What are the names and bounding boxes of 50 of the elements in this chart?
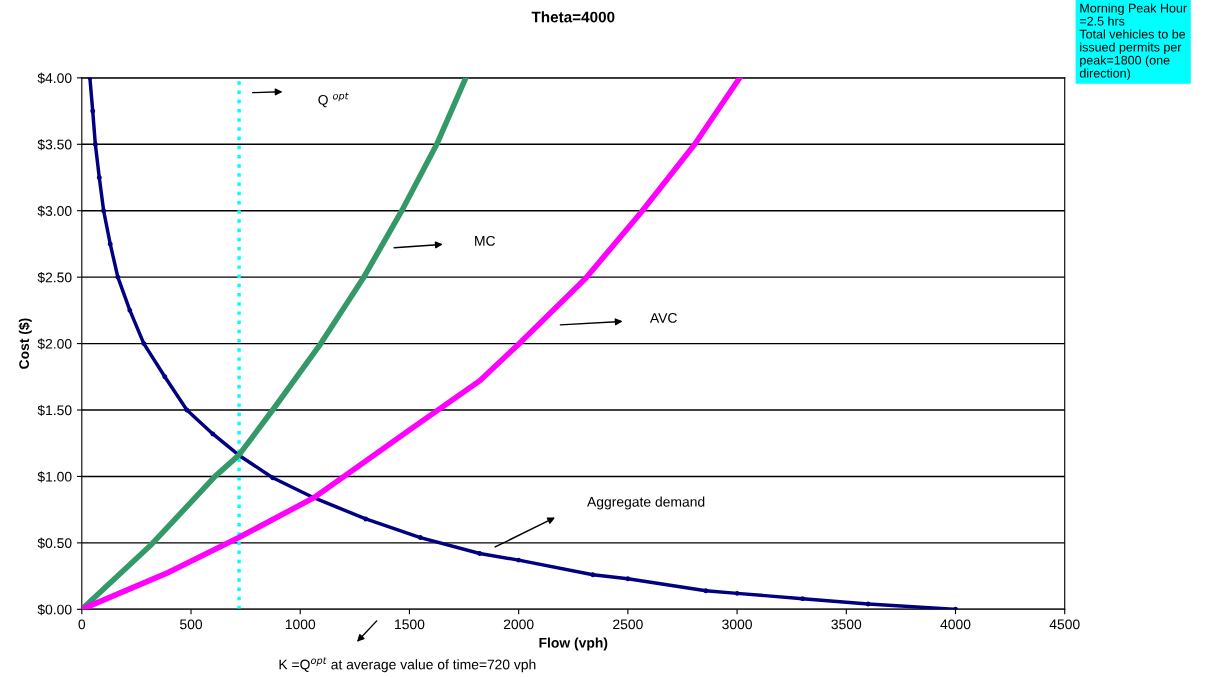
point [417, 535, 423, 540]
point [162, 374, 168, 380]
x-tick-label: 3000 [722, 619, 752, 630]
point [800, 596, 806, 602]
y-tick-label: $3.50 [37, 139, 72, 151]
point [90, 108, 96, 114]
y-axis-title: Cost ($) [18, 318, 32, 369]
point [270, 475, 276, 481]
y-tick-label: $2.50 [37, 271, 72, 284]
x-tick-label: 2000 [503, 619, 534, 630]
x-tick-label: 0 [78, 619, 86, 630]
point [477, 551, 483, 556]
point [115, 274, 121, 280]
y-tick-label: $4.00 [37, 72, 72, 84]
x-tick-label: 1000 [285, 619, 316, 630]
y-tick-label: $2.00 [37, 338, 72, 350]
annotation: AVC [649, 313, 677, 323]
text: Morning Peak Hour =2.5 hrs Total vehicles to be issued permits per peak=1800 (one direction) [1079, 3, 1187, 81]
y-tick-label: $0.50 [37, 537, 72, 549]
point [184, 407, 190, 413]
x-tick-label: 2500 [613, 619, 643, 630]
point [865, 601, 871, 607]
x-tick-label: 4000 [940, 619, 971, 630]
y-tick-label: $1.00 [37, 471, 72, 483]
annotation: Q $^{opt}$ [318, 92, 349, 108]
annotation: Aggregate demand [587, 496, 705, 510]
x-tick-label: 4500 [1049, 619, 1080, 630]
x-tick-label: 3500 [831, 619, 862, 630]
text: K =Q$^{opt}$ at average value of time=720 vph [279, 657, 536, 673]
point [625, 576, 631, 582]
point [734, 590, 740, 596]
point [516, 557, 522, 563]
y-tick-label: $0.00 [37, 604, 72, 616]
point [107, 241, 113, 247]
point [101, 208, 107, 214]
point [127, 307, 133, 313]
y-tick-label: $1.50 [37, 404, 72, 416]
x-tick-label: 500 [179, 619, 203, 630]
point [363, 516, 369, 522]
x-tick-label: 1500 [395, 619, 425, 630]
annotation: MC [475, 235, 496, 246]
point [590, 572, 596, 578]
x-axis-title: Flow (vph) [539, 637, 608, 651]
point [210, 431, 216, 437]
point [703, 588, 709, 594]
point [92, 141, 98, 147]
point [141, 341, 147, 347]
point [96, 175, 102, 180]
y-tick-label: $3.00 [37, 205, 72, 217]
chart-title: Theta=4000 [531, 11, 615, 23]
